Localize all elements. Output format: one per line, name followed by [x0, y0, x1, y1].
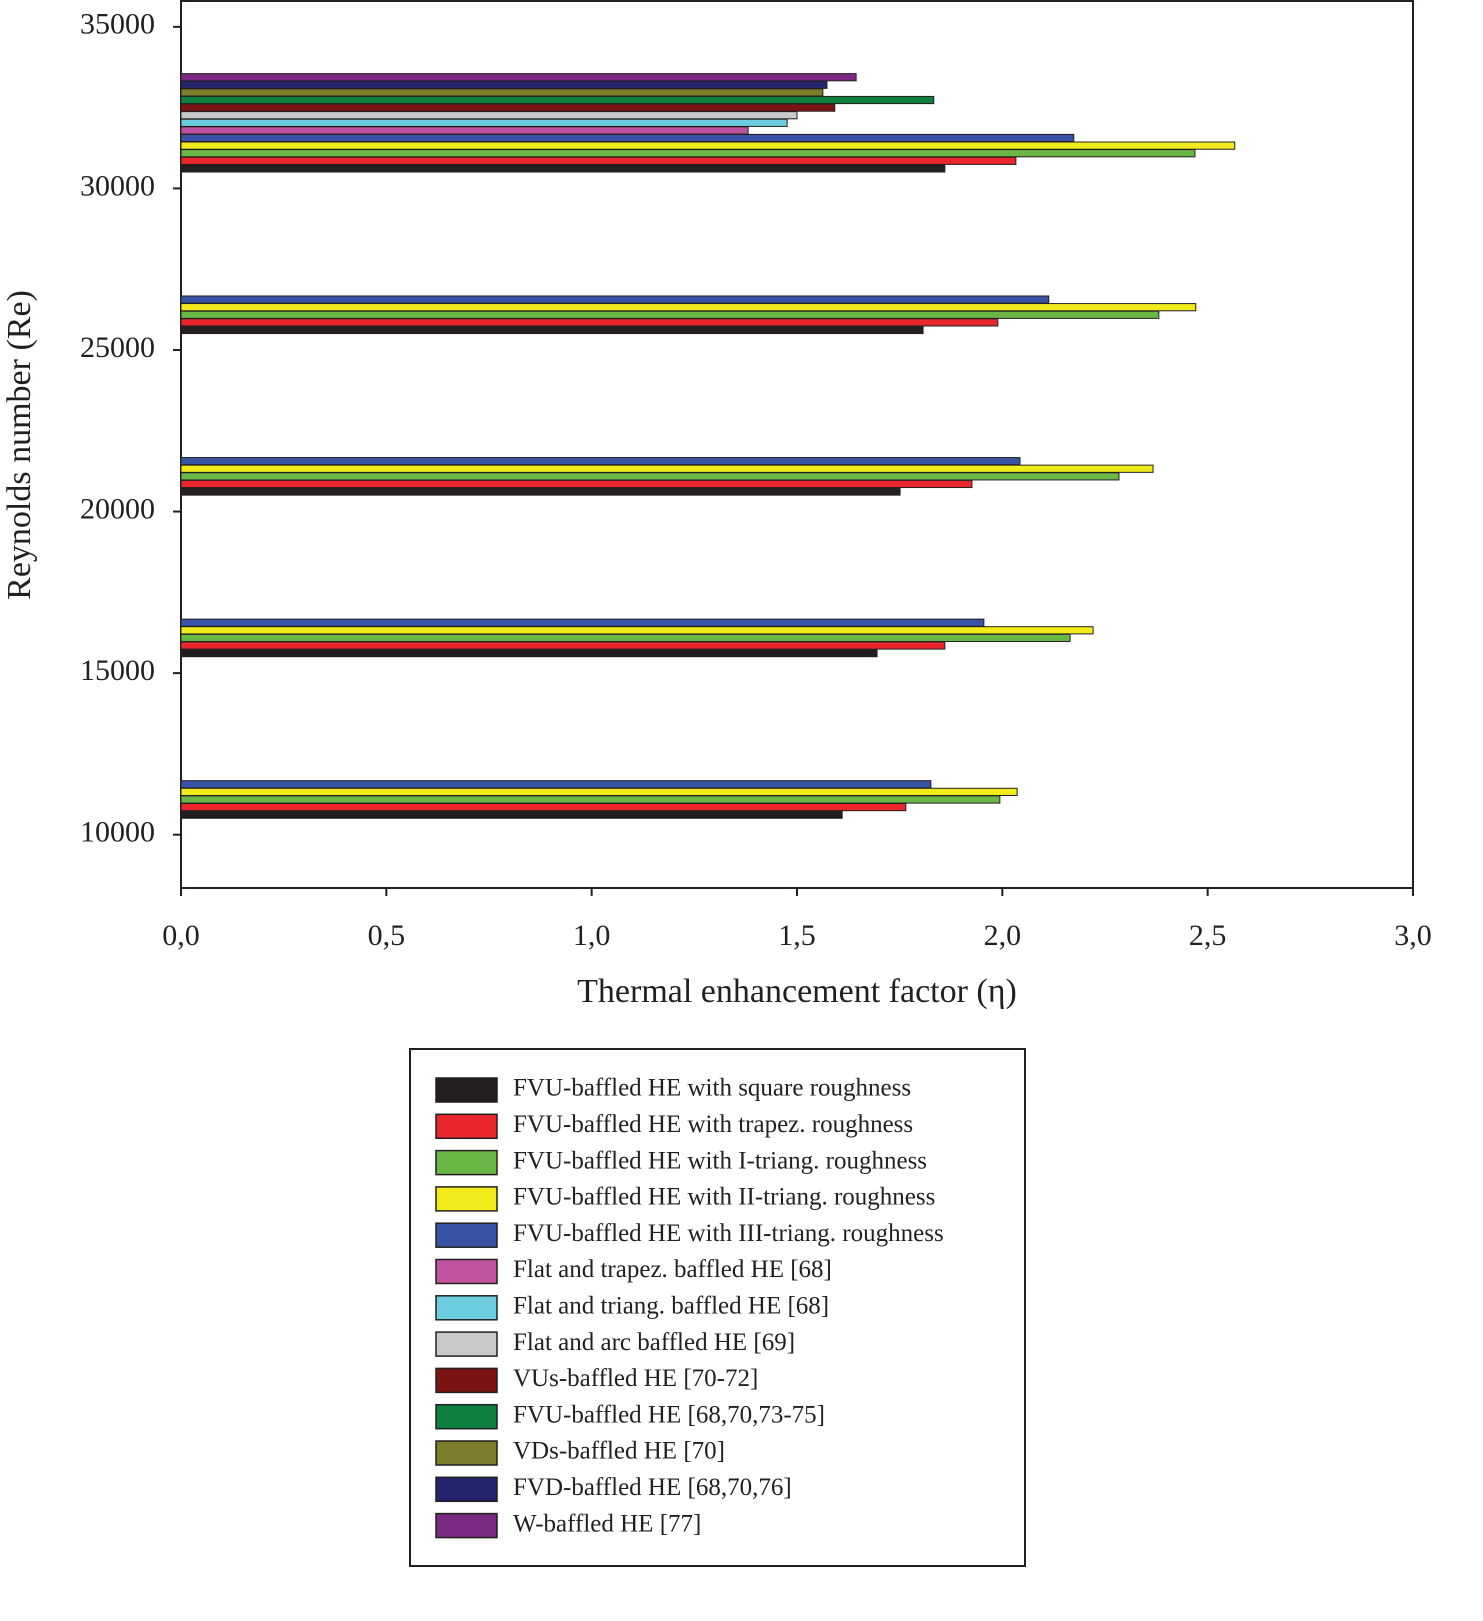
- y-tick-label: 30000: [80, 169, 155, 202]
- bar: [180, 310, 1160, 319]
- bar: [180, 626, 1094, 635]
- bar: [180, 457, 1021, 466]
- bar: [180, 810, 843, 819]
- legend-swatch: [435, 1113, 498, 1140]
- bar: [180, 80, 828, 89]
- legend-label: VDs-baffled HE [70]: [513, 1438, 725, 1465]
- y-tick-label: 25000: [80, 331, 155, 364]
- bar: [180, 795, 1001, 804]
- legend-label: FVU-baffled HE with trapez. roughness: [513, 1111, 913, 1138]
- bar: [180, 464, 1154, 473]
- x-tick-label: 1,5: [778, 919, 816, 952]
- bar: [180, 73, 857, 82]
- legend-swatch: [435, 1077, 498, 1103]
- legend-label: Flat and arc baffled HE [69]: [513, 1329, 795, 1356]
- legend-label: Flat and triang. baffled HE [68]: [513, 1293, 829, 1320]
- legend-label: FVD-baffled HE [68,70,76]: [513, 1474, 792, 1501]
- bar: [180, 149, 1196, 158]
- bar: [180, 479, 973, 489]
- legend-swatch: [435, 1258, 498, 1285]
- bar: [180, 487, 901, 496]
- x-tick-label: 2,0: [984, 919, 1022, 952]
- bar: [180, 641, 946, 650]
- y-tick-label: 10000: [80, 816, 155, 849]
- bar: [180, 103, 836, 112]
- bar: [180, 633, 1071, 643]
- bar: [180, 303, 1197, 312]
- legend-label: FVU-baffled HE [68,70,73-75]: [513, 1401, 825, 1428]
- x-tick-label: 3,0: [1394, 919, 1432, 952]
- legend-swatch: [435, 1331, 498, 1357]
- bar: [180, 649, 878, 658]
- bar: [180, 318, 999, 327]
- x-tick-label: 2,5: [1189, 919, 1227, 952]
- legend-label: W-baffled HE [77]: [513, 1510, 701, 1537]
- x-axis-label: Thermal enhancement factor (η): [577, 973, 1017, 1010]
- bar: [180, 141, 1236, 150]
- legend-swatch: [435, 1367, 498, 1394]
- y-tick-label: 35000: [80, 8, 155, 41]
- bar: [180, 126, 749, 135]
- legend-label: FVU-baffled HE with III-triang. roughnes…: [513, 1220, 944, 1247]
- bar: [180, 156, 1017, 165]
- bar: [180, 95, 935, 105]
- legend-box: [409, 1048, 1026, 1567]
- y-tick-label: 20000: [80, 492, 155, 525]
- bar: [180, 787, 1018, 796]
- legend-swatch: [435, 1186, 498, 1212]
- bar: [180, 618, 985, 627]
- legend-label: FVU-baffled HE with square roughness: [513, 1075, 911, 1102]
- bar: [180, 118, 788, 127]
- x-tick-label: 0,0: [162, 919, 200, 952]
- bar: [180, 111, 798, 120]
- bar: [180, 295, 1050, 304]
- y-tick-label: 15000: [80, 654, 155, 687]
- legend-swatch: [435, 1403, 498, 1430]
- legend-label: FVU-baffled HE with I-triang. roughness: [513, 1147, 927, 1174]
- legend-swatch: [435, 1149, 498, 1176]
- legend-swatch: [435, 1295, 498, 1321]
- bar: [180, 133, 1075, 143]
- bar: [180, 472, 1120, 481]
- legend-swatch: [435, 1512, 498, 1539]
- bar: [180, 164, 946, 173]
- y-axis-label: Reynolds number (Re): [1, 290, 38, 600]
- legend-label: VUs-baffled HE [70-72]: [513, 1365, 758, 1392]
- legend-swatch: [435, 1222, 498, 1248]
- legend-swatch: [435, 1476, 498, 1503]
- legend-swatch: [435, 1440, 498, 1466]
- x-tick-label: 0,5: [368, 919, 406, 952]
- legend-label: FVU-baffled HE with II-triang. roughness: [513, 1184, 935, 1211]
- bar: [180, 802, 907, 812]
- bar: [180, 780, 932, 789]
- bar: [180, 88, 824, 97]
- x-tick-label: 1,0: [573, 919, 611, 952]
- bar: [180, 325, 924, 335]
- legend-label: Flat and trapez. baffled HE [68]: [513, 1256, 832, 1283]
